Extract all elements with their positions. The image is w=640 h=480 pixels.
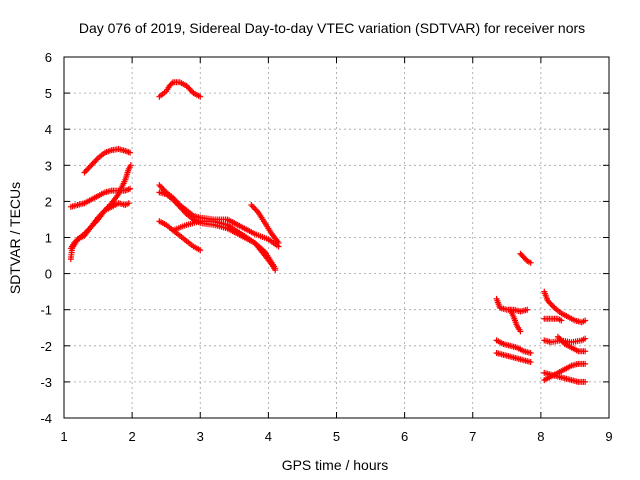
series-track-u bbox=[554, 333, 589, 355]
y-tick-label: 2 bbox=[45, 194, 52, 209]
data-point bbox=[157, 183, 164, 190]
data-point bbox=[90, 159, 97, 166]
x-tick-labels: 1 2 3 4 5 6 7 8 9 bbox=[60, 429, 612, 444]
y-tick-label: -2 bbox=[40, 339, 52, 354]
data-point bbox=[252, 206, 259, 213]
data-point bbox=[547, 300, 554, 307]
y-tick-label: -3 bbox=[40, 375, 52, 390]
series-track-q bbox=[541, 315, 565, 324]
series-track-o bbox=[517, 250, 534, 266]
data-point bbox=[82, 168, 89, 175]
axis-ticks bbox=[63, 56, 610, 419]
data-point bbox=[197, 93, 204, 100]
series-track-t bbox=[541, 360, 589, 384]
data-points bbox=[67, 79, 589, 385]
chart-title: Day 076 of 2019, Sidereal Day-to-day VTE… bbox=[79, 20, 585, 36]
data-point bbox=[275, 239, 282, 246]
y-tick-label: 1 bbox=[45, 231, 52, 246]
y-tick-labels: -4 -3 -2 -1 0 1 2 3 4 5 6 bbox=[40, 50, 52, 426]
series-track-m bbox=[493, 337, 534, 357]
series-track-j bbox=[248, 202, 282, 246]
y-tick-label: 4 bbox=[45, 122, 52, 137]
data-point bbox=[88, 162, 95, 169]
data-point bbox=[558, 338, 565, 345]
y-tick-label: 5 bbox=[45, 86, 52, 101]
data-point bbox=[582, 335, 589, 342]
data-point bbox=[517, 328, 524, 335]
data-point bbox=[582, 348, 589, 355]
data-point bbox=[156, 182, 163, 189]
data-point bbox=[127, 149, 134, 156]
data-point bbox=[84, 166, 91, 173]
data-point bbox=[186, 85, 193, 92]
data-point bbox=[524, 306, 531, 313]
y-tick-label: -1 bbox=[40, 303, 52, 318]
grid bbox=[64, 57, 609, 418]
data-point bbox=[187, 87, 194, 94]
data-point bbox=[272, 266, 279, 273]
series-track-c bbox=[67, 200, 132, 252]
y-tick-label: 3 bbox=[45, 158, 52, 173]
y-axis-label: SDTVAR / TECUs bbox=[7, 182, 23, 294]
x-tick-label: 8 bbox=[537, 429, 544, 444]
data-point bbox=[159, 185, 166, 192]
data-point bbox=[558, 317, 565, 324]
data-point bbox=[93, 156, 100, 163]
series-track-i bbox=[170, 218, 279, 273]
x-tick-label: 4 bbox=[265, 429, 272, 444]
series-track-p bbox=[541, 288, 589, 326]
x-tick-label: 3 bbox=[197, 429, 204, 444]
data-point bbox=[89, 160, 96, 167]
x-tick-label: 2 bbox=[129, 429, 136, 444]
data-point bbox=[554, 333, 561, 340]
data-point bbox=[86, 163, 93, 170]
x-tick-label: 9 bbox=[605, 429, 612, 444]
data-point bbox=[582, 360, 589, 367]
data-point bbox=[582, 378, 589, 385]
data-point bbox=[582, 317, 589, 324]
data-point bbox=[527, 350, 534, 357]
data-point bbox=[527, 359, 534, 366]
data-point bbox=[92, 157, 99, 164]
data-point bbox=[557, 336, 564, 343]
data-point bbox=[168, 80, 175, 87]
x-axis-label: GPS time / hours bbox=[282, 457, 389, 473]
data-point bbox=[125, 200, 132, 207]
series-track-d bbox=[81, 146, 134, 176]
x-tick-label: 7 bbox=[469, 429, 476, 444]
series-track-e bbox=[156, 79, 204, 100]
data-point bbox=[248, 202, 255, 209]
x-tick-label: 1 bbox=[60, 429, 67, 444]
series-track-b bbox=[67, 185, 134, 210]
data-point bbox=[127, 185, 134, 192]
data-point bbox=[81, 169, 88, 176]
data-point bbox=[197, 247, 204, 254]
y-tick-label: 6 bbox=[45, 50, 52, 65]
data-point bbox=[251, 204, 258, 211]
data-point bbox=[85, 165, 92, 172]
data-point bbox=[548, 302, 555, 309]
x-tick-label: 6 bbox=[401, 429, 408, 444]
data-point bbox=[550, 303, 557, 310]
series-track-l bbox=[507, 306, 524, 335]
series-track-n bbox=[493, 350, 534, 366]
y-tick-label: -4 bbox=[40, 411, 52, 426]
x-tick-label: 5 bbox=[333, 429, 340, 444]
data-point bbox=[249, 203, 256, 210]
data-point bbox=[127, 162, 134, 169]
data-point bbox=[527, 259, 534, 266]
y-tick-label: 0 bbox=[45, 267, 52, 282]
